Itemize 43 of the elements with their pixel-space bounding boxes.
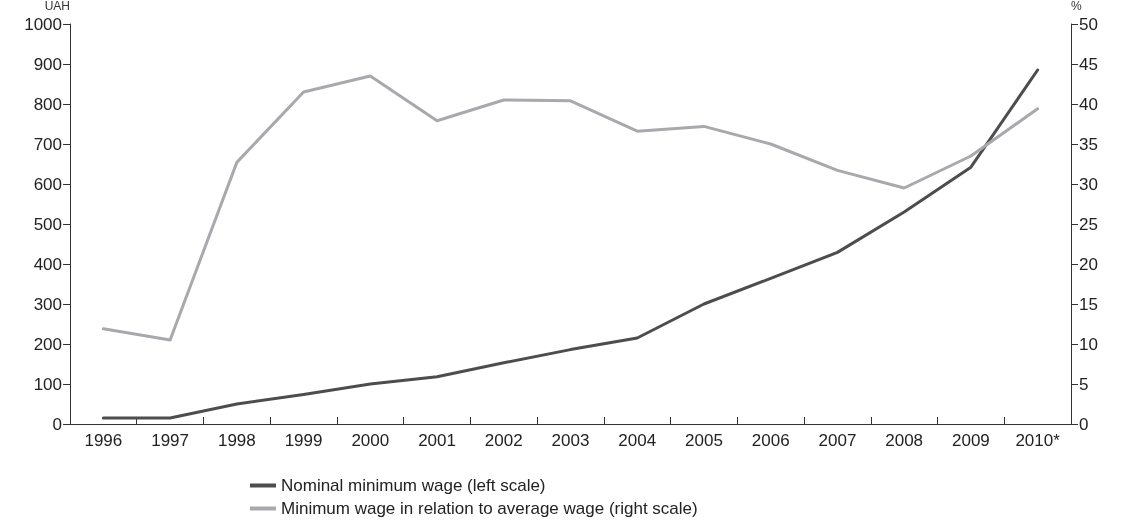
y-tick-label: 0 bbox=[52, 414, 62, 434]
y2-tick-label: 20 bbox=[1079, 254, 1098, 274]
y-tick-label: 900 bbox=[33, 54, 62, 74]
y-tick-label: 600 bbox=[33, 174, 62, 194]
line-series bbox=[101, 74, 1040, 342]
x-tick-label: 2006 bbox=[751, 431, 790, 450]
x-tick-label: 2000 bbox=[351, 431, 390, 450]
legend-label: Minimum wage in relation to average wage (right scale) bbox=[281, 499, 698, 518]
x-tick-label: 1997 bbox=[151, 431, 190, 450]
y2-tick-label: 15 bbox=[1079, 294, 1098, 314]
x-tick-label: 2001 bbox=[418, 431, 456, 450]
x-tick-label: 2009 bbox=[951, 431, 990, 450]
x-tick-label: 2004 bbox=[618, 431, 657, 450]
y2-tick-label: 5 bbox=[1079, 374, 1089, 394]
x-tick-label: 2003 bbox=[551, 431, 590, 450]
y2-tick-label: 25 bbox=[1079, 214, 1098, 234]
y-tick-label: 100 bbox=[33, 374, 62, 394]
y2-tick-label: 45 bbox=[1079, 54, 1098, 74]
x-tick-label: 2005 bbox=[685, 431, 723, 450]
y-axis-title: UAH bbox=[44, 0, 70, 13]
y-tick-label: 400 bbox=[33, 254, 62, 274]
y2-tick-label: 0 bbox=[1079, 414, 1089, 434]
legend-label: Nominal minimum wage (left scale) bbox=[281, 476, 546, 495]
line-series bbox=[101, 68, 1040, 420]
y2-axis-title: % bbox=[1071, 0, 1082, 13]
y-tick-label: 200 bbox=[33, 334, 62, 354]
y2-tick-label: 10 bbox=[1079, 334, 1098, 354]
x-tick-label: 2008 bbox=[885, 431, 924, 450]
x-tick-label: 2007 bbox=[818, 431, 857, 450]
y-tick-label: 800 bbox=[33, 94, 62, 114]
y2-tick-label: 30 bbox=[1079, 174, 1098, 194]
x-tick-label: 1999 bbox=[284, 431, 323, 450]
y-tick-label: 500 bbox=[33, 214, 62, 234]
x-tick-label: 1996 bbox=[84, 431, 123, 450]
y2-tick-label: 40 bbox=[1079, 94, 1098, 114]
x-tick-label: 2002 bbox=[484, 431, 523, 450]
y-tick-label: 1000 bbox=[24, 14, 62, 34]
x-tick-label: 1998 bbox=[217, 431, 256, 450]
y-tick-label: 300 bbox=[33, 294, 62, 314]
y-tick-label: 700 bbox=[33, 134, 62, 154]
y2-tick-label: 35 bbox=[1079, 134, 1098, 154]
y2-tick-label: 50 bbox=[1079, 14, 1098, 34]
x-tick-label: 2010* bbox=[1015, 431, 1061, 450]
